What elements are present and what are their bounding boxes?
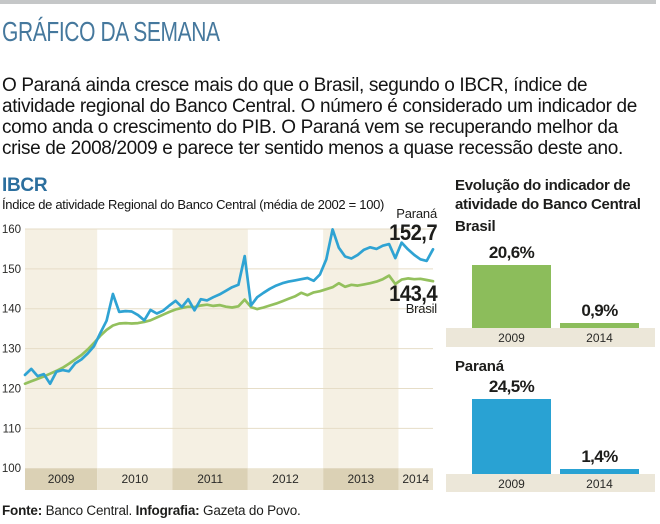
year-label-2013: 2013: [347, 472, 374, 486]
parana-latest-value: 152,7: [389, 220, 437, 245]
bar-rect: [472, 399, 551, 474]
line-chart-subtitle: Índice de atividade Regional do Banco Ce…: [2, 197, 385, 212]
brasil-series-label: Brasil: [405, 301, 438, 316]
top-divider-bar: [0, 0, 656, 4]
bar-category-label: 2014: [586, 331, 613, 345]
axis-strip-2014: [398, 468, 433, 490]
brasil-bar-axis-strip: 2009 2014: [446, 328, 655, 347]
axis-strip-2011: [172, 468, 248, 490]
ytick-160: 160: [2, 224, 21, 236]
bar-category-label: 2014: [586, 477, 613, 491]
year-label-2009: 2009: [48, 472, 75, 486]
bar-value-label: 1,4%: [581, 447, 618, 466]
brasil-bar-chart-label: Brasil: [455, 218, 496, 235]
bar-category-label: 2009: [498, 477, 525, 491]
brasil-latest-value: 143,4: [389, 281, 437, 306]
axis-strip-2009: [25, 468, 98, 490]
parana-bar-axis-strip: 2009 2014: [446, 474, 655, 492]
ibcr-line-chart-svg: 2009 2010 2011 2012 2013 2014 160 150 140 130 120 1…: [2, 224, 435, 490]
source-credit: Fonte: Banco Central. Infografia: Gazeta…: [2, 503, 301, 518]
bar-paraná-2009: 24,5%: [472, 377, 551, 474]
parana-bar-chart: 2009 2014 24,5% 1,4%: [446, 377, 655, 492]
parana-series-label: Paraná: [396, 206, 437, 221]
ytick-100: 100: [2, 463, 21, 475]
bar-rect: [560, 323, 639, 328]
bar-category-label: 2009: [498, 331, 525, 345]
bar-paraná-2014: 1,4%: [560, 447, 639, 474]
bar-brasil-2014: 0,9%: [560, 301, 639, 328]
year-label-2012: 2012: [272, 472, 299, 486]
axis-strip-2010: [97, 468, 173, 490]
bar-value-label: 0,9%: [581, 301, 618, 320]
ytick-150: 150: [2, 264, 21, 276]
infografia-text: Gazeta do Povo.: [199, 503, 301, 518]
ytick-140: 140: [2, 304, 21, 316]
parana-bar-chart-label: Paraná: [455, 358, 504, 375]
fonte-text: Banco Central.: [42, 503, 136, 518]
ibcr-line-chart: 2009 2010 2011 2012 2013 2014 160 150 140 130 120 1…: [0, 222, 445, 494]
year-label-2010: 2010: [121, 472, 148, 486]
intro-paragraph: O Paraná ainda cresce mais do que o Bras…: [2, 75, 637, 159]
brasil-line: [23, 274, 435, 386]
bar-rect: [472, 265, 551, 328]
ytick-130: 130: [2, 344, 21, 356]
bar-value-label: 24,5%: [488, 377, 535, 396]
parana-line: [23, 228, 435, 386]
year-label-2014: 2014: [402, 472, 429, 486]
bar-value-label: 20,6%: [488, 243, 535, 262]
ytick-120: 120: [2, 383, 21, 395]
bar-brasil-2009: 20,6%: [472, 243, 551, 328]
year-label-2011: 2011: [197, 472, 223, 486]
line-chart-title: IBCR: [2, 175, 48, 196]
fonte-label: Fonte:: [2, 503, 43, 518]
ytick-110: 110: [3, 423, 21, 435]
section-kicker: GRÁFICO DA SEMANA: [2, 16, 220, 47]
brasil-bar-chart: 2009 2014 20,6% 0,9%: [446, 240, 655, 347]
bar-rect: [560, 469, 639, 474]
axis-strip-2013: [323, 468, 399, 490]
axis-strip-2012: [247, 468, 324, 490]
bar-charts-title: Evolução do indicador de atividade do Ba…: [455, 177, 641, 213]
infografia-label: Infografia:: [135, 503, 200, 518]
